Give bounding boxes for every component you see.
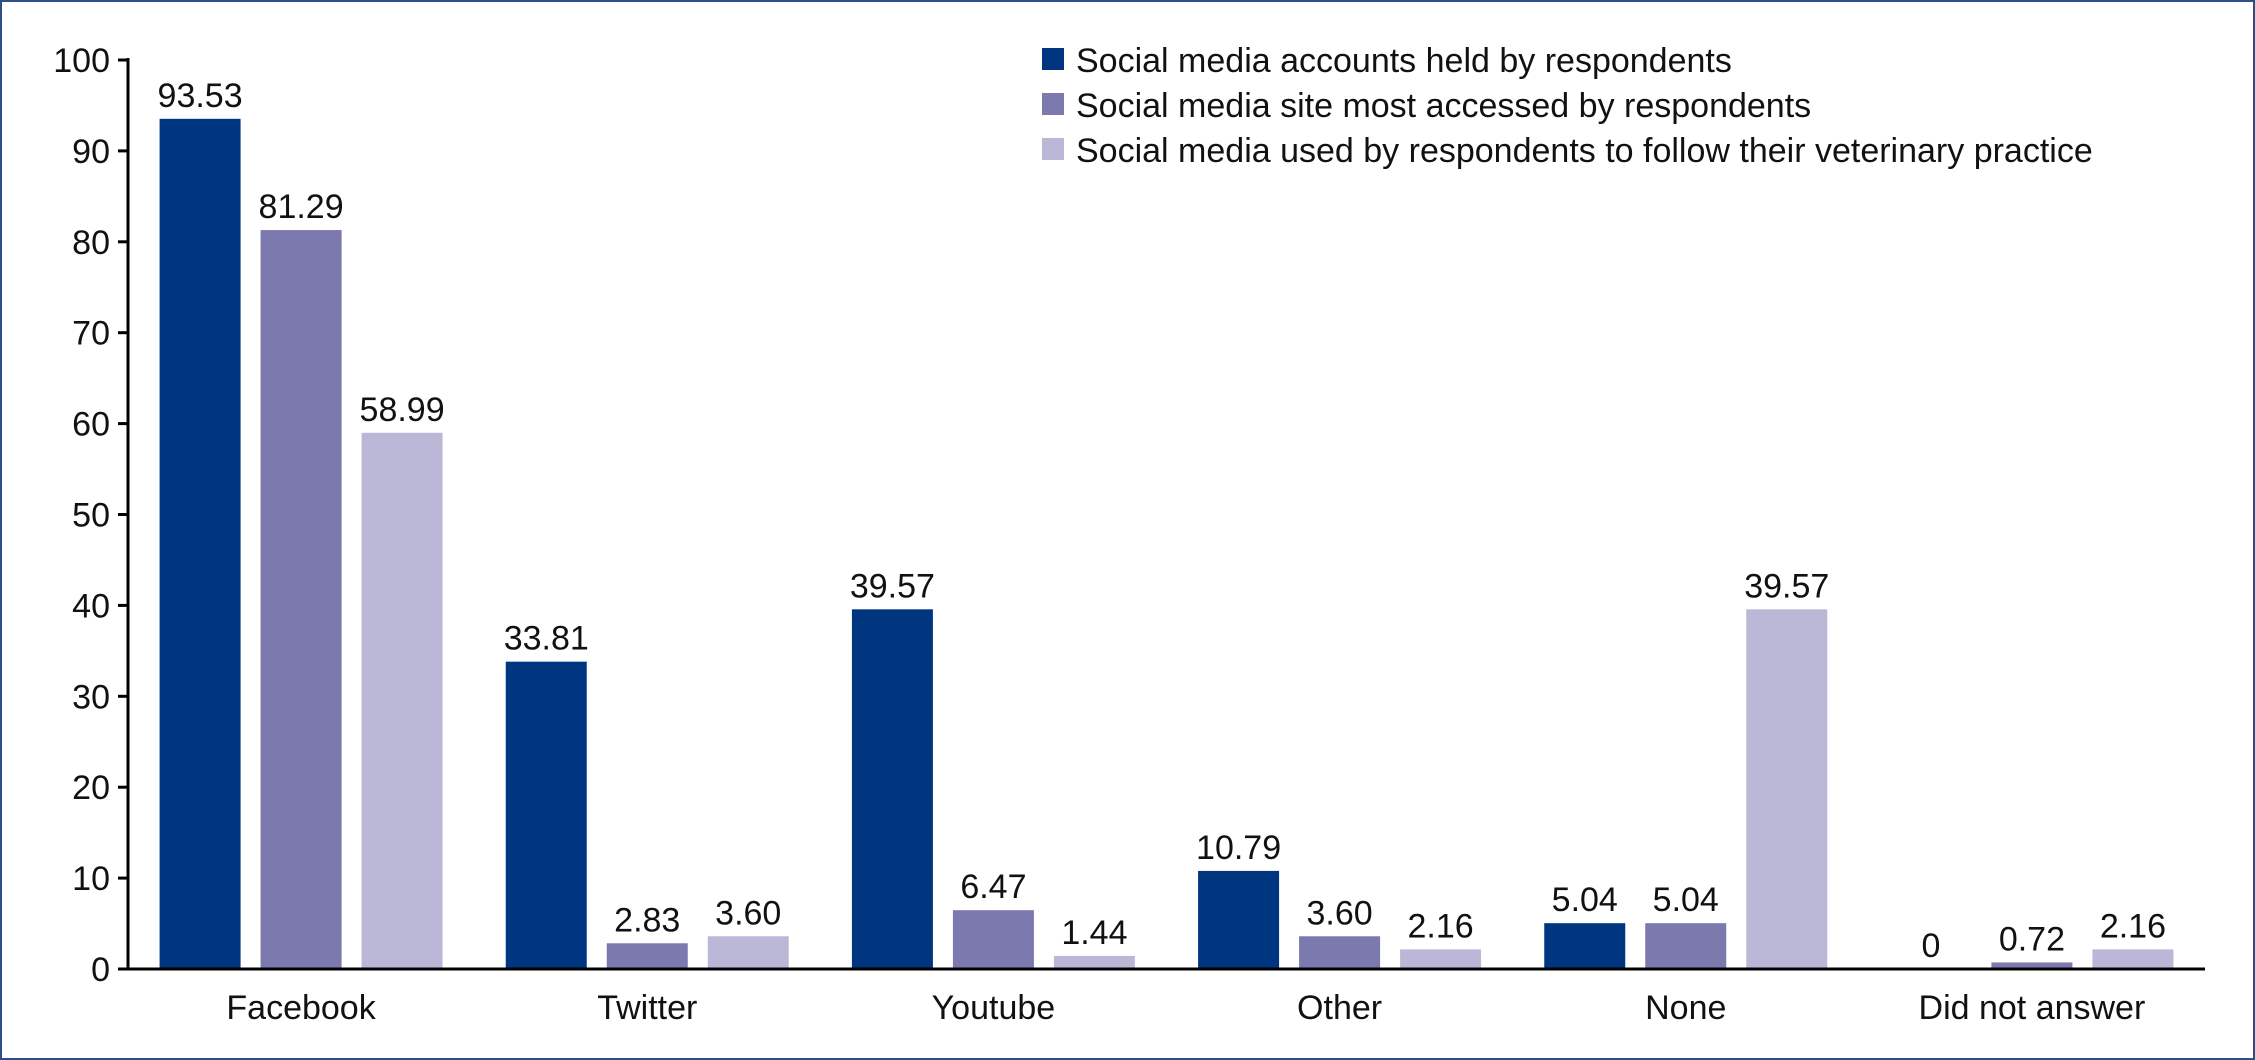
data-label: 39.57: [1744, 567, 1829, 605]
data-label: 1.44: [1061, 914, 1127, 952]
legend-label: Social media accounts held by respondent…: [1076, 42, 1732, 80]
data-label: 2.16: [1407, 907, 1473, 945]
data-label: 58.99: [360, 391, 445, 429]
data-label: 6.47: [960, 868, 1026, 906]
bar-youtube-series-3: [1053, 955, 1135, 969]
data-label: 2.83: [614, 901, 680, 939]
bar-none-series-3: [1746, 609, 1828, 969]
y-tick-label: 50: [72, 497, 110, 535]
bar-facebook-series-3: [361, 432, 443, 970]
data-label: 93.53: [158, 77, 243, 115]
legend-label: Social media used by respondents to foll…: [1076, 132, 2093, 170]
bar-none-series-1: [1544, 923, 1626, 969]
bar-twitter-series-3: [707, 936, 789, 969]
y-tick-label: 90: [72, 133, 110, 171]
y-tick-label: 10: [72, 860, 110, 898]
data-label: 5.04: [1653, 881, 1719, 919]
y-axis: 0 10 20 30 40 50 60 70 80 90 100: [53, 42, 130, 989]
y-tick-label: 0: [91, 951, 110, 989]
y-tick-label: 40: [72, 587, 110, 625]
bar-twitter-series-2: [606, 943, 688, 969]
y-tick-label: 20: [72, 769, 110, 807]
bar-facebook-series-2: [260, 230, 342, 969]
data-label: 33.81: [504, 620, 589, 658]
legend-swatch: [1042, 93, 1064, 115]
bar-youtube-series-1: [851, 609, 933, 969]
bar-none-series-2: [1645, 923, 1727, 969]
bar-other-series-2: [1299, 936, 1381, 969]
x-tick-label: Did not answer: [1919, 989, 2146, 1027]
y-tick-label: 80: [72, 224, 110, 262]
bar-youtube-series-2: [952, 910, 1034, 969]
x-tick-label: Other: [1297, 989, 1382, 1027]
x-tick-label: Youtube: [932, 989, 1056, 1027]
data-label: 3.60: [1306, 894, 1372, 932]
x-tick-label: None: [1645, 989, 1726, 1027]
data-label: 81.29: [259, 188, 344, 226]
data-label: 10.79: [1196, 829, 1281, 867]
legend-swatch: [1042, 48, 1064, 70]
bar-twitter-series-1: [505, 661, 587, 969]
x-axis: Facebook Twitter Youtube Other None Did not a…: [126, 967, 2205, 1027]
data-label: 39.57: [850, 567, 935, 605]
data-label: 3.60: [715, 894, 781, 932]
y-tick-label: 60: [72, 406, 110, 444]
y-tick-label: 70: [72, 315, 110, 353]
x-tick-label: Facebook: [226, 989, 376, 1027]
data-label: 5.04: [1552, 881, 1618, 919]
bars: [159, 118, 2174, 970]
bar-did-not-answer-series-2: [1991, 962, 2073, 969]
y-tick-label: 30: [72, 678, 110, 716]
bar-other-series-1: [1198, 870, 1280, 969]
legend-swatch: [1042, 138, 1064, 160]
bar-other-series-3: [1400, 949, 1482, 969]
data-label: 2.16: [2100, 907, 2166, 945]
bar-did-not-answer-series-3: [2092, 949, 2174, 969]
x-tick-label: Twitter: [597, 989, 697, 1027]
y-tick-label: 100: [53, 42, 110, 80]
data-labels: 93.53 81.29 58.99 33.81 2.83 3.60 39.57 6.47 1.4…: [158, 77, 2166, 965]
legend: Social media accounts held by respondent…: [1042, 42, 2093, 170]
bar-facebook-series-1: [159, 118, 241, 969]
data-label: 0.72: [1999, 920, 2065, 958]
legend-label: Social media site most accessed by respo…: [1076, 87, 1811, 125]
data-label: 0: [1921, 927, 1940, 965]
